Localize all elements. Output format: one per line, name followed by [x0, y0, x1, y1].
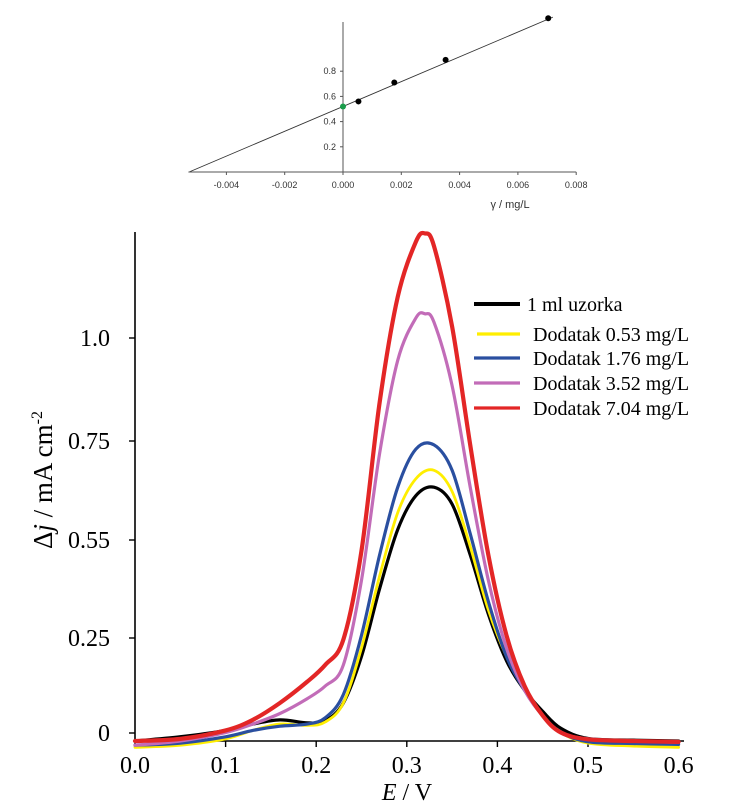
- main-x-tick-label: 0.1: [211, 753, 241, 779]
- main-x-axis-label-symbol: E: [381, 780, 397, 806]
- inset-y-tick-label: 0.6: [323, 91, 336, 101]
- main-x-tick-label: 0.2: [301, 753, 331, 779]
- main-y-tick-label: 1.0: [80, 326, 110, 352]
- inset-fit-line-layer: [188, 16, 554, 173]
- inset-data-point: [391, 79, 398, 86]
- inset-fit-line: [188, 16, 554, 173]
- main-x-tick-label: 0.0: [120, 753, 150, 779]
- main-x-tick-label: 0.6: [664, 753, 694, 779]
- series-line: [132, 230, 681, 744]
- inset-x-ticks: -0.004 -0.002 0.000 0.002 0.004 0.006 0.008: [214, 172, 588, 190]
- inset-x-tick-label: 0.000: [332, 180, 355, 190]
- inset-data-point: [355, 98, 362, 105]
- main-y-axis-label: Δj / mA cm-2: [28, 411, 58, 549]
- main-series-lines: [132, 230, 681, 749]
- inset-data-point: [340, 103, 346, 110]
- main-y-tick-label: 0: [98, 721, 110, 747]
- inset-y-tick-label: 0.4: [323, 117, 336, 127]
- legend-label: Dodatak 1.76 mg/L: [533, 348, 689, 370]
- inset-x-tick-label: 0.002: [390, 180, 413, 190]
- main-x-axis-label-unit: / V: [397, 780, 433, 806]
- inset-y-ticks: 0.2 0.4 0.6 0.8: [323, 66, 343, 152]
- main-x-tick-label: 0.4: [482, 753, 512, 779]
- series-line: [133, 441, 681, 747]
- inset-y-tick-label: 0.2: [323, 142, 336, 152]
- inset-x-tick-label: 0.008: [565, 180, 588, 190]
- legend-label: 1 ml uzorka: [527, 294, 623, 316]
- main-x-tick-label: 0.3: [392, 753, 422, 779]
- main-y-axis-label-prefix: Δ: [28, 532, 58, 549]
- main-y-tick-label: 0.25: [68, 626, 110, 652]
- series-line: [133, 485, 681, 743]
- inset-y-tick-label: 0.8: [323, 66, 336, 76]
- main-y-tick-label: 0.75: [68, 429, 110, 455]
- inset-x-axis-label: γ / mg/L: [490, 199, 529, 211]
- main-y-tick-label: 0.55: [68, 528, 110, 554]
- main-x-tick-label: 0.5: [573, 753, 603, 779]
- legend-label: Dodatak 7.04 mg/L: [533, 398, 689, 420]
- main-y-axis-label-symbol: j: [28, 524, 58, 535]
- main-y-axis-label-exponent: -2: [29, 411, 46, 424]
- inset-calibration-chart: -0.004 -0.002 0.000 0.002 0.004 0.006 0.008 0.…: [188, 15, 588, 211]
- inset-points: [340, 15, 552, 110]
- main-voltammetry-chart: 0.0 0.1 0.2 0.3 0.4 0.5 0.6 0 0.25 0.55 0.75 1.0 1…: [28, 230, 694, 806]
- inset-x-tick-label: -0.004: [214, 180, 240, 190]
- inset-data-point: [545, 15, 552, 22]
- inset-data-point: [442, 56, 449, 63]
- inset-x-tick-label: 0.004: [448, 180, 471, 190]
- legend-label: Dodatak 3.52 mg/L: [533, 373, 689, 395]
- legend-label: Dodatak 0.53 mg/L: [533, 324, 689, 346]
- main-y-ticks: 0 0.25 0.55 0.75 1.0: [68, 326, 135, 747]
- inset-x-tick-label: -0.002: [272, 180, 298, 190]
- main-y-axis-label-unit: / mA cm: [28, 424, 58, 524]
- inset-x-tick-label: 0.006: [507, 180, 530, 190]
- main-x-axis-label: E / V: [381, 780, 433, 806]
- main-x-ticks: 0.0 0.1 0.2 0.3 0.4 0.5 0.6: [120, 741, 694, 779]
